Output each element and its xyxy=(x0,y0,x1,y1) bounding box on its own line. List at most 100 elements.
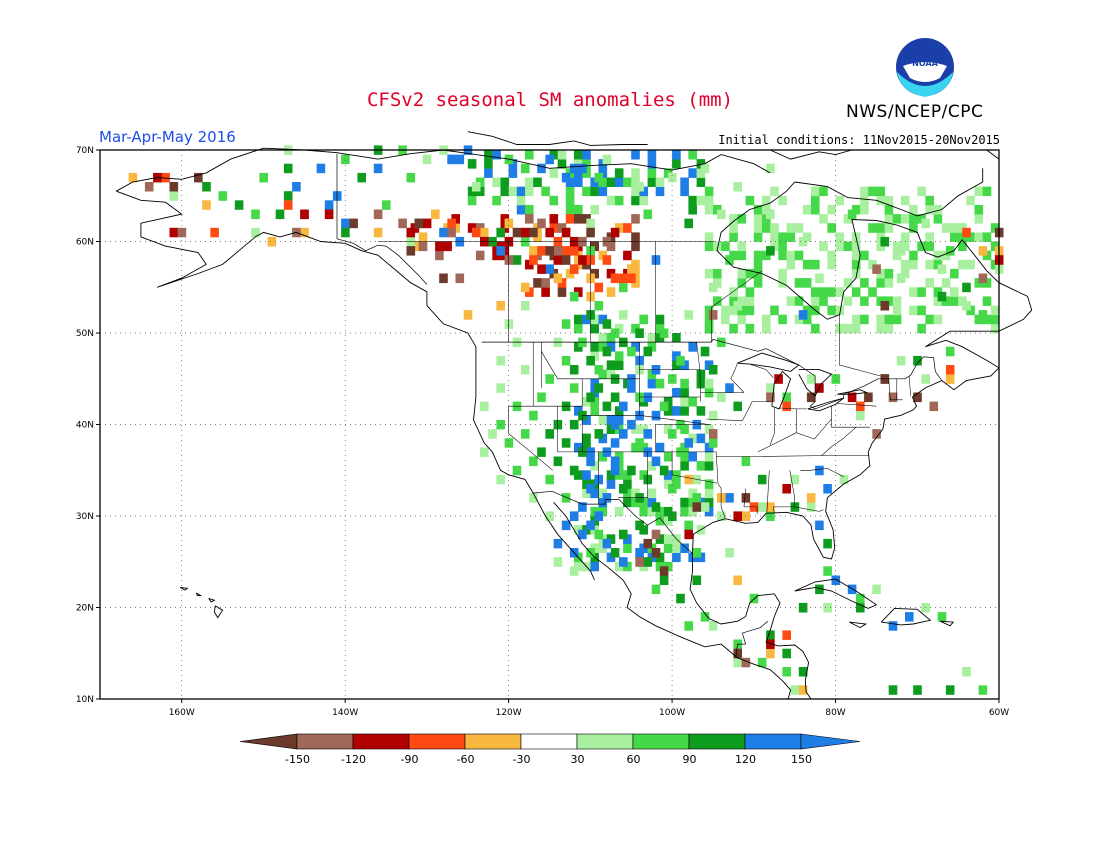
anomaly-cell xyxy=(602,319,612,329)
anomaly-cell xyxy=(635,520,644,531)
island-oahu xyxy=(195,592,203,597)
anomaly-cell xyxy=(831,374,841,384)
anomaly-cell xyxy=(619,310,628,320)
anomaly-cell xyxy=(786,250,796,261)
island-jamaica xyxy=(849,621,868,629)
anomaly-cell xyxy=(925,195,934,206)
anomaly-cell xyxy=(880,301,890,311)
anomaly-cell xyxy=(913,392,922,403)
anomaly-cell xyxy=(553,255,563,265)
anomaly-cell xyxy=(827,259,836,270)
lake-huron xyxy=(798,369,833,397)
anomaly-cell xyxy=(733,657,742,668)
anomaly-cell xyxy=(778,314,787,325)
anomaly-cell xyxy=(851,259,861,270)
anomaly-cell xyxy=(463,310,473,320)
anomaly-cell xyxy=(815,520,824,531)
anomaly-cell xyxy=(619,282,628,293)
anomaly-cell xyxy=(888,392,898,403)
anomaly-cell xyxy=(778,195,787,206)
anomaly-cells xyxy=(128,145,1004,695)
anomaly-cell xyxy=(823,566,832,576)
anomaly-cell xyxy=(806,374,816,384)
anomaly-cell xyxy=(484,168,493,178)
anomaly-cell xyxy=(594,529,604,540)
anomaly-cell xyxy=(872,584,881,595)
border-province xyxy=(839,314,881,377)
colorbar: -150 -120 -90 -60 -30 30 60 90 120 150 xyxy=(239,733,861,766)
anomaly-cell xyxy=(598,186,608,197)
anomaly-cell xyxy=(933,314,943,325)
anomaly-cell xyxy=(516,204,526,215)
anomaly-cell xyxy=(692,575,702,585)
anomaly-cell xyxy=(643,557,653,567)
anomaly-cell xyxy=(753,232,763,242)
anomaly-cell xyxy=(619,484,628,494)
anomaly-cell xyxy=(606,177,616,187)
anomaly-cell xyxy=(839,474,849,485)
noaa-logo-icon: NOAA xyxy=(896,38,954,97)
anomaly-cell xyxy=(745,268,755,279)
border-alaska-panhandle xyxy=(336,238,428,285)
anomaly-cell xyxy=(909,250,918,261)
anomaly-cell xyxy=(569,465,579,476)
anomaly-cell xyxy=(704,479,714,489)
anomaly-cell xyxy=(806,392,816,403)
anomaly-cell xyxy=(819,214,828,224)
anomaly-cell xyxy=(966,259,975,270)
anomaly-cell xyxy=(721,314,730,325)
anomaly-cell xyxy=(941,278,951,288)
anomaly-cell xyxy=(684,621,693,631)
anomaly-cell xyxy=(770,186,779,197)
anomaly-cell xyxy=(868,287,877,297)
anomaly-cell xyxy=(945,346,955,357)
anomaly-cell xyxy=(631,168,640,178)
anomaly-cell xyxy=(684,474,693,485)
anomaly-cell xyxy=(467,195,477,206)
anomaly-cell xyxy=(443,241,452,252)
anomaly-cell xyxy=(688,168,697,178)
anomaly-cell xyxy=(655,516,665,526)
anomaly-cell xyxy=(659,401,669,412)
anomaly-cell xyxy=(619,273,628,284)
anomaly-cell xyxy=(778,278,787,288)
anomaly-cell xyxy=(480,447,489,457)
anomaly-cell xyxy=(569,264,579,274)
anomaly-cell xyxy=(545,511,554,521)
anomaly-cell xyxy=(782,667,791,677)
anomaly-cell xyxy=(349,218,358,229)
colorbar-bin xyxy=(744,733,802,750)
anomaly-cell xyxy=(782,401,791,412)
anomaly-cell xyxy=(594,282,604,293)
border-state xyxy=(837,403,877,407)
anomaly-cell xyxy=(659,566,669,576)
anomaly-cell xyxy=(565,214,575,224)
island-kauai xyxy=(179,586,189,591)
anomaly-cell xyxy=(447,218,456,229)
noaa-logo-text: NOAA xyxy=(912,59,938,68)
anomaly-cell xyxy=(680,186,689,197)
anomaly-cell xyxy=(594,301,604,311)
anomaly-cell xyxy=(806,502,816,512)
anomaly-cell xyxy=(851,287,861,297)
anomaly-cell xyxy=(680,378,689,389)
anomaly-cell xyxy=(762,223,771,233)
anomaly-cell xyxy=(684,438,693,448)
anomaly-cell xyxy=(496,246,505,256)
anomaly-cell xyxy=(933,204,943,215)
anomaly-cell xyxy=(582,433,591,444)
anomaly-cell xyxy=(398,218,407,229)
anomaly-cell xyxy=(909,214,918,224)
border-mexico-guatemala xyxy=(735,620,768,658)
anomaly-cell xyxy=(582,150,591,160)
anomaly-cell xyxy=(623,177,632,187)
anomaly-cell xyxy=(447,154,456,165)
anomaly-cell xyxy=(757,502,767,512)
anomaly-cell xyxy=(733,648,742,659)
anomaly-cell xyxy=(896,273,906,284)
anomaly-cell xyxy=(537,392,546,403)
colorbar-label: -150 xyxy=(285,753,310,766)
anomaly-cell xyxy=(725,255,734,265)
anomaly-cell xyxy=(492,177,501,187)
anomaly-cell xyxy=(708,438,718,448)
